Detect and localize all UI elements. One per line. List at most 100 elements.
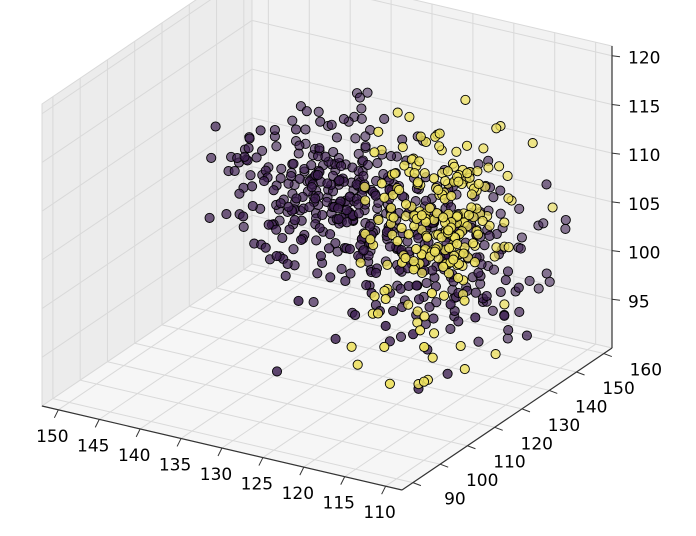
scatter-point-series-0 bbox=[370, 267, 382, 278]
scatter-point-series-1 bbox=[397, 142, 408, 153]
scatter-point-series-0 bbox=[560, 214, 571, 226]
scatter-point-series-0 bbox=[293, 295, 304, 306]
scatter-point-series-0 bbox=[424, 301, 435, 313]
y-tick-label: 100 bbox=[466, 471, 498, 491]
scatter-point-series-0 bbox=[411, 280, 422, 291]
scatter-point-series-0 bbox=[533, 283, 544, 294]
scatter-point-series-0 bbox=[515, 243, 526, 254]
scatter-point-series-0 bbox=[260, 242, 271, 253]
y-tick-label: 130 bbox=[548, 416, 580, 436]
scatter-point-series-0 bbox=[312, 169, 323, 181]
scatter-point-series-1 bbox=[459, 364, 470, 375]
x-tick-label: 125 bbox=[241, 475, 273, 495]
scatter-point-series-0 bbox=[473, 336, 484, 347]
scatter-point-series-0 bbox=[336, 263, 347, 274]
x-tick-label: 110 bbox=[363, 503, 395, 523]
scatter-point-series-0 bbox=[304, 202, 315, 213]
scatter-point-series-0 bbox=[560, 223, 571, 234]
scatter-point-series-1 bbox=[429, 328, 440, 339]
z-gridline-left bbox=[41, 20, 253, 163]
scatter-point-series-0 bbox=[431, 297, 442, 308]
scatter-point-series-1 bbox=[503, 242, 514, 253]
y-gridline-floor bbox=[189, 305, 550, 391]
scatter-point-series-1 bbox=[379, 341, 390, 352]
scatter-point-series-1 bbox=[466, 189, 477, 200]
x-tick-label: 115 bbox=[323, 494, 355, 514]
scatter-point-series-0 bbox=[283, 201, 294, 212]
scatter-point-series-0 bbox=[356, 103, 367, 114]
scatter-point-series-0 bbox=[301, 106, 312, 117]
scatter-point-series-1 bbox=[453, 176, 464, 187]
scatter-point-series-1 bbox=[403, 229, 414, 240]
scatter-point-series-0 bbox=[350, 309, 361, 321]
y-tick-label: 90 bbox=[444, 490, 466, 510]
scatter-point-series-0 bbox=[421, 277, 432, 289]
scatter-point-series-0 bbox=[271, 251, 282, 262]
scatter-point-series-0 bbox=[341, 205, 352, 216]
scatter-point-series-0 bbox=[311, 235, 322, 246]
x-tick-label: 140 bbox=[118, 446, 150, 466]
scatter-point-series-0 bbox=[384, 241, 396, 252]
x-tick-mark bbox=[258, 457, 264, 466]
scatter-point-series-1 bbox=[400, 211, 411, 222]
scatter-point-series-0 bbox=[259, 176, 270, 187]
y-tick-mark bbox=[494, 426, 503, 431]
scatter-point-series-1 bbox=[442, 166, 453, 177]
scatter-point-series-1 bbox=[384, 378, 395, 389]
scatter-point-series-0 bbox=[499, 310, 510, 321]
scatter-point-series-1 bbox=[392, 107, 403, 118]
scatter-point-series-0 bbox=[514, 203, 525, 214]
scatter-point-series-0 bbox=[370, 190, 381, 201]
scatter-point-series-1 bbox=[411, 243, 422, 255]
scatter-point-series-1 bbox=[426, 288, 437, 299]
scatter-point-series-1 bbox=[412, 306, 423, 317]
scatter-point-series-0 bbox=[361, 280, 372, 291]
x-tick-mark bbox=[53, 409, 59, 419]
z-gridline-back bbox=[251, 68, 613, 154]
scatter-point-series-1 bbox=[469, 257, 480, 268]
y-tick-mark bbox=[440, 463, 449, 468]
scatter-point-series-0 bbox=[513, 282, 524, 293]
scatter-point-series-0 bbox=[277, 232, 288, 244]
scatter-point-series-1 bbox=[459, 295, 470, 306]
x-tick-label: 120 bbox=[282, 484, 314, 504]
scatter-point-series-0 bbox=[271, 224, 282, 235]
y-tick-label: 150 bbox=[602, 379, 634, 399]
scatter-point-series-0 bbox=[271, 366, 283, 377]
scatter-point-series-1 bbox=[428, 173, 439, 184]
scatter-point-series-0 bbox=[257, 145, 268, 156]
scatter-point-series-1 bbox=[419, 311, 430, 322]
y-tick-mark bbox=[412, 482, 422, 487]
z-tick-mark bbox=[611, 55, 621, 58]
scatter-point-series-1 bbox=[346, 341, 357, 352]
scatter-point-series-0 bbox=[247, 200, 258, 212]
scatter-point-series-0 bbox=[500, 275, 511, 286]
scatter-point-series-0 bbox=[234, 188, 245, 199]
scatter-point-series-0 bbox=[238, 211, 249, 222]
z-tick-mark bbox=[611, 152, 621, 155]
scatter-point-series-1 bbox=[472, 166, 483, 177]
z-tick-label: 115 bbox=[628, 97, 660, 117]
scatter-point-series-0 bbox=[296, 234, 307, 245]
scatter-point-series-0 bbox=[221, 209, 232, 220]
scatter-point-series-0 bbox=[290, 124, 302, 135]
y-gridline-floor bbox=[161, 324, 523, 410]
tick-labels: 150 145 140 135 130 125 120 115 1109010011012013… bbox=[36, 49, 662, 523]
scatter-point-series-1 bbox=[473, 229, 484, 240]
scatter-point-series-1 bbox=[424, 202, 435, 213]
y-tick-mark bbox=[521, 408, 531, 413]
scatter-point-series-0 bbox=[495, 286, 506, 298]
scatter-point-series-0 bbox=[442, 368, 453, 379]
scatter-point-series-0 bbox=[413, 294, 425, 305]
scatter-point-series-0 bbox=[503, 325, 514, 336]
y-gridline-floor bbox=[107, 361, 468, 447]
scatter-point-series-0 bbox=[210, 121, 221, 132]
scatter-point-series-0 bbox=[263, 219, 274, 230]
scatter-point-series-0 bbox=[323, 243, 335, 254]
data-points bbox=[204, 87, 571, 394]
scatter-point-series-0 bbox=[282, 258, 293, 270]
scatter-point-series-0 bbox=[317, 209, 328, 221]
scatter-point-series-1 bbox=[477, 215, 488, 227]
y-gridline-floor bbox=[80, 379, 441, 465]
y-tick-label: 160 bbox=[630, 361, 662, 381]
